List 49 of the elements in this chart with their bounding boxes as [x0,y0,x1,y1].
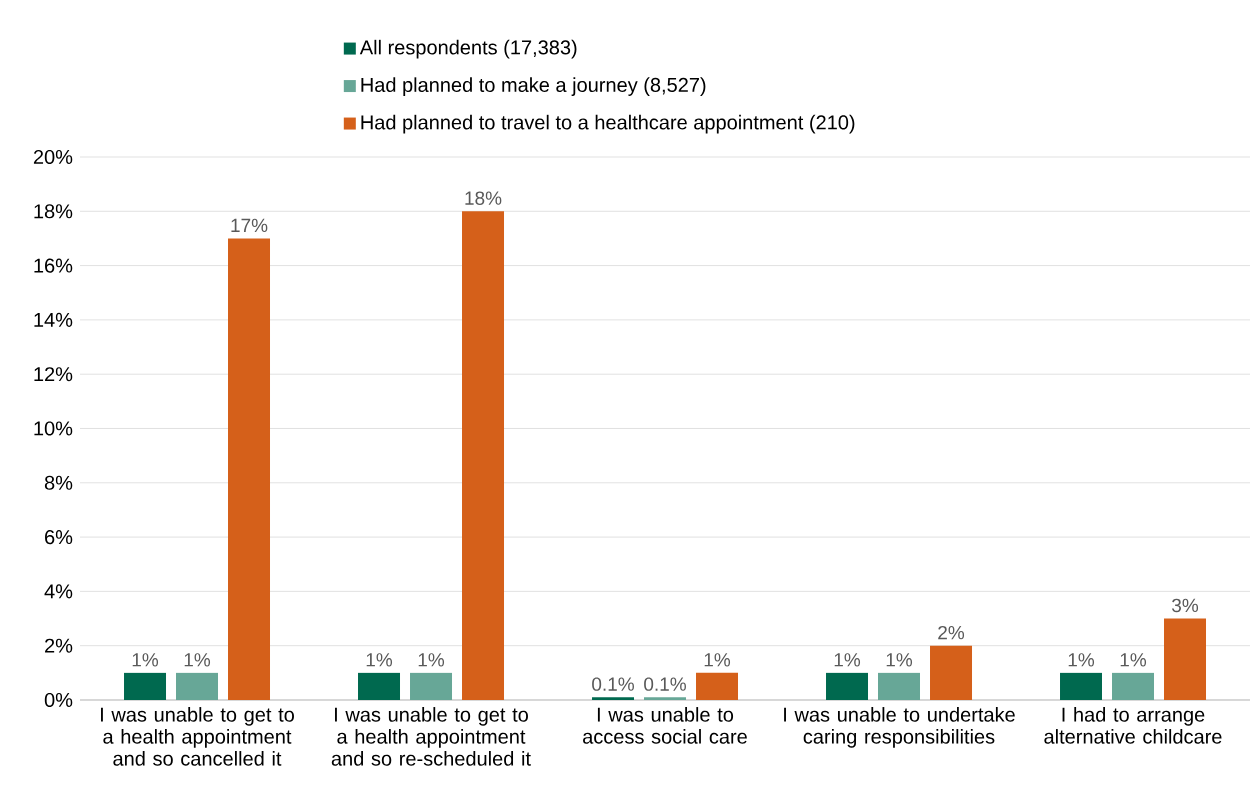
data-label: 1% [366,653,393,667]
bar [930,645,973,700]
y-tick-label: 8% [44,475,73,490]
bar [462,211,505,700]
y-tick-label: 4% [44,584,73,599]
x-tick-label: I was unable to get to a health appointment and so re-scheduled it [331,707,531,766]
y-tick-label: 14% [34,312,73,327]
data-label: 1% [1120,653,1147,667]
y-tick-label: 6% [45,530,73,545]
bar [696,672,739,700]
y-tick-label: 2% [45,638,73,653]
data-label: 1% [704,653,731,667]
data-label: 1% [184,653,211,667]
bar [228,238,271,700]
bar [1164,618,1207,700]
legend-label: Had planned to make a journey (8,527) [361,77,706,96]
legend-label: Had planned to travel to a healthcare appointment (210) [361,114,855,134]
bar [1060,672,1103,700]
bar [124,672,167,700]
x-tick-label: I was unable to undertake caring responsibilities [784,707,1015,748]
data-label: 0.1% [592,677,634,691]
data-label: 1% [886,653,913,667]
y-tick-label: 18% [34,204,73,219]
y-tick-label: 12% [34,367,73,382]
data-label: 2% [938,625,965,640]
bar [410,672,453,700]
data-label: 17% [231,218,268,233]
data-label: 1% [834,653,861,667]
data-label: 18% [465,191,502,205]
y-tick-label: 10% [34,421,73,436]
data-label: 1% [418,653,445,667]
x-tick-label: I had to arrange alternative childcare [1044,707,1222,744]
bar [1112,672,1155,700]
bar [826,672,869,700]
data-label: 1% [1068,653,1095,667]
data-label: 1% [132,653,159,667]
y-tick-label: 20% [33,149,73,165]
bar [176,672,219,700]
y-tick-label: 0% [44,692,73,708]
data-label: 0.1% [644,677,686,691]
bar [644,697,687,700]
data-label: 3% [1172,598,1199,613]
bar [592,697,635,700]
x-tick-label: I was unable to access social care [583,707,747,744]
y-tick-label: 16% [34,258,73,273]
legend-label: All respondents (17,383) [359,39,577,59]
x-tick-label: I was unable to get to a health appointment and so cancelled it [101,707,294,766]
bar [358,672,401,700]
bar [878,672,921,700]
